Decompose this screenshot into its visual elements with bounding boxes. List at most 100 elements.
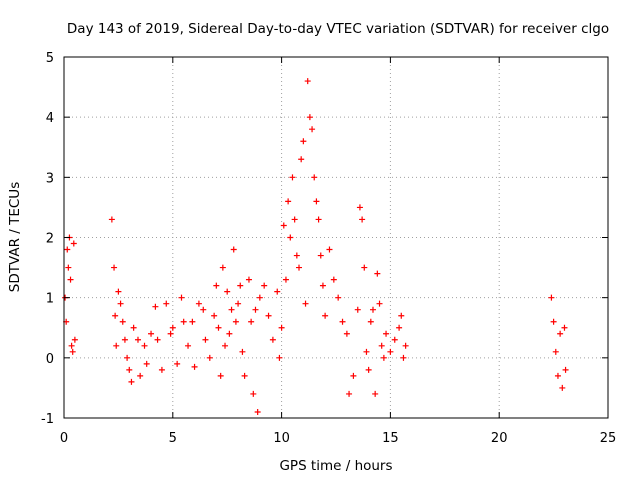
- data-point: [143, 360, 150, 367]
- data-point: [134, 336, 141, 343]
- data-point: [256, 294, 263, 301]
- data-point: [219, 264, 226, 271]
- data-point: [148, 330, 155, 337]
- data-point: [245, 276, 252, 283]
- y-tick-label: 0: [46, 352, 54, 367]
- data-point: [126, 366, 133, 373]
- x-tick-label: 10: [273, 431, 290, 446]
- data-point: [167, 330, 174, 337]
- data-point: [237, 282, 244, 289]
- data-point: [552, 348, 559, 355]
- data-point: [254, 408, 261, 415]
- data-point: [130, 324, 137, 331]
- data-point: [380, 354, 387, 361]
- x-tick-label: 15: [382, 431, 399, 446]
- data-point: [119, 318, 126, 325]
- data-point: [363, 348, 370, 355]
- data-point: [265, 312, 272, 319]
- data-point: [562, 366, 569, 373]
- data-point: [174, 360, 181, 367]
- data-point: [396, 324, 403, 331]
- data-point: [276, 354, 283, 361]
- chart-title: Day 143 of 2019, Sidereal Day-to-day VTE…: [67, 21, 609, 37]
- data-point: [152, 303, 159, 310]
- data-point: [289, 174, 296, 181]
- data-point: [235, 300, 242, 307]
- data-point: [387, 348, 394, 355]
- data-point: [64, 246, 71, 253]
- data-point: [317, 252, 324, 259]
- data-point: [398, 312, 405, 319]
- y-tick-label: 5: [46, 51, 54, 66]
- data-point: [372, 390, 379, 397]
- data-point: [189, 318, 196, 325]
- data-point: [313, 198, 320, 205]
- data-point: [378, 342, 385, 349]
- x-axis-label: GPS time / hours: [279, 458, 392, 474]
- data-point: [374, 270, 381, 277]
- data-point: [296, 264, 303, 271]
- data-points: [62, 78, 569, 415]
- data-point: [298, 156, 305, 163]
- data-point: [228, 306, 235, 313]
- data-point: [319, 282, 326, 289]
- data-point: [158, 366, 165, 373]
- data-point: [65, 264, 72, 271]
- data-point: [361, 264, 368, 271]
- data-point: [239, 348, 246, 355]
- data-point: [68, 342, 75, 349]
- data-point: [69, 348, 76, 355]
- data-point: [280, 222, 287, 229]
- data-point: [369, 306, 376, 313]
- data-point: [274, 288, 281, 295]
- data-point: [113, 342, 120, 349]
- data-point: [346, 390, 353, 397]
- data-point: [339, 318, 346, 325]
- data-point: [230, 246, 237, 253]
- data-point: [354, 306, 361, 313]
- data-point: [141, 342, 148, 349]
- data-point: [550, 318, 557, 325]
- data-point: [330, 276, 337, 283]
- data-point: [315, 216, 322, 223]
- data-point: [287, 234, 294, 241]
- data-point: [163, 300, 170, 307]
- data-point: [111, 264, 118, 271]
- data-point: [206, 354, 213, 361]
- data-point: [226, 330, 233, 337]
- data-point: [112, 312, 119, 319]
- data-point: [191, 363, 198, 370]
- data-point: [108, 216, 115, 223]
- x-tick-label: 5: [169, 431, 177, 446]
- data-point: [278, 324, 285, 331]
- x-tick-label: 20: [491, 431, 508, 446]
- data-point: [232, 318, 239, 325]
- data-point: [241, 372, 248, 379]
- data-point: [304, 78, 311, 85]
- data-point: [185, 342, 192, 349]
- data-point: [217, 372, 224, 379]
- data-point: [115, 288, 122, 295]
- y-tick-label: 3: [46, 171, 54, 186]
- data-point: [117, 300, 124, 307]
- data-point: [326, 246, 333, 253]
- data-point: [200, 306, 207, 313]
- data-point: [302, 300, 309, 307]
- data-point: [306, 114, 313, 121]
- data-point: [285, 198, 292, 205]
- data-point: [400, 354, 407, 361]
- data-point: [261, 282, 268, 289]
- y-tick-labels: -1 0 1 2 3 4 5: [41, 51, 54, 427]
- data-point: [282, 276, 289, 283]
- data-point: [124, 354, 131, 361]
- data-point: [311, 174, 318, 181]
- data-point: [554, 372, 561, 379]
- data-point: [561, 324, 568, 331]
- data-point: [291, 216, 298, 223]
- data-point: [180, 318, 187, 325]
- data-point: [70, 240, 77, 247]
- data-point: [154, 336, 161, 343]
- data-point: [121, 336, 128, 343]
- data-point: [548, 294, 555, 301]
